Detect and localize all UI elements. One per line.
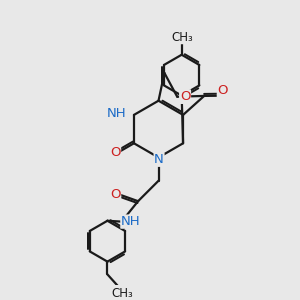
- Text: N: N: [154, 153, 164, 166]
- Text: O: O: [110, 188, 121, 201]
- Text: O: O: [180, 90, 190, 103]
- Text: NH: NH: [121, 215, 140, 228]
- Text: CH₃: CH₃: [112, 287, 133, 300]
- Text: CH₃: CH₃: [171, 31, 193, 44]
- Text: NH: NH: [106, 107, 126, 120]
- Text: O: O: [180, 90, 190, 103]
- Text: O: O: [218, 84, 228, 97]
- Text: O: O: [110, 146, 121, 159]
